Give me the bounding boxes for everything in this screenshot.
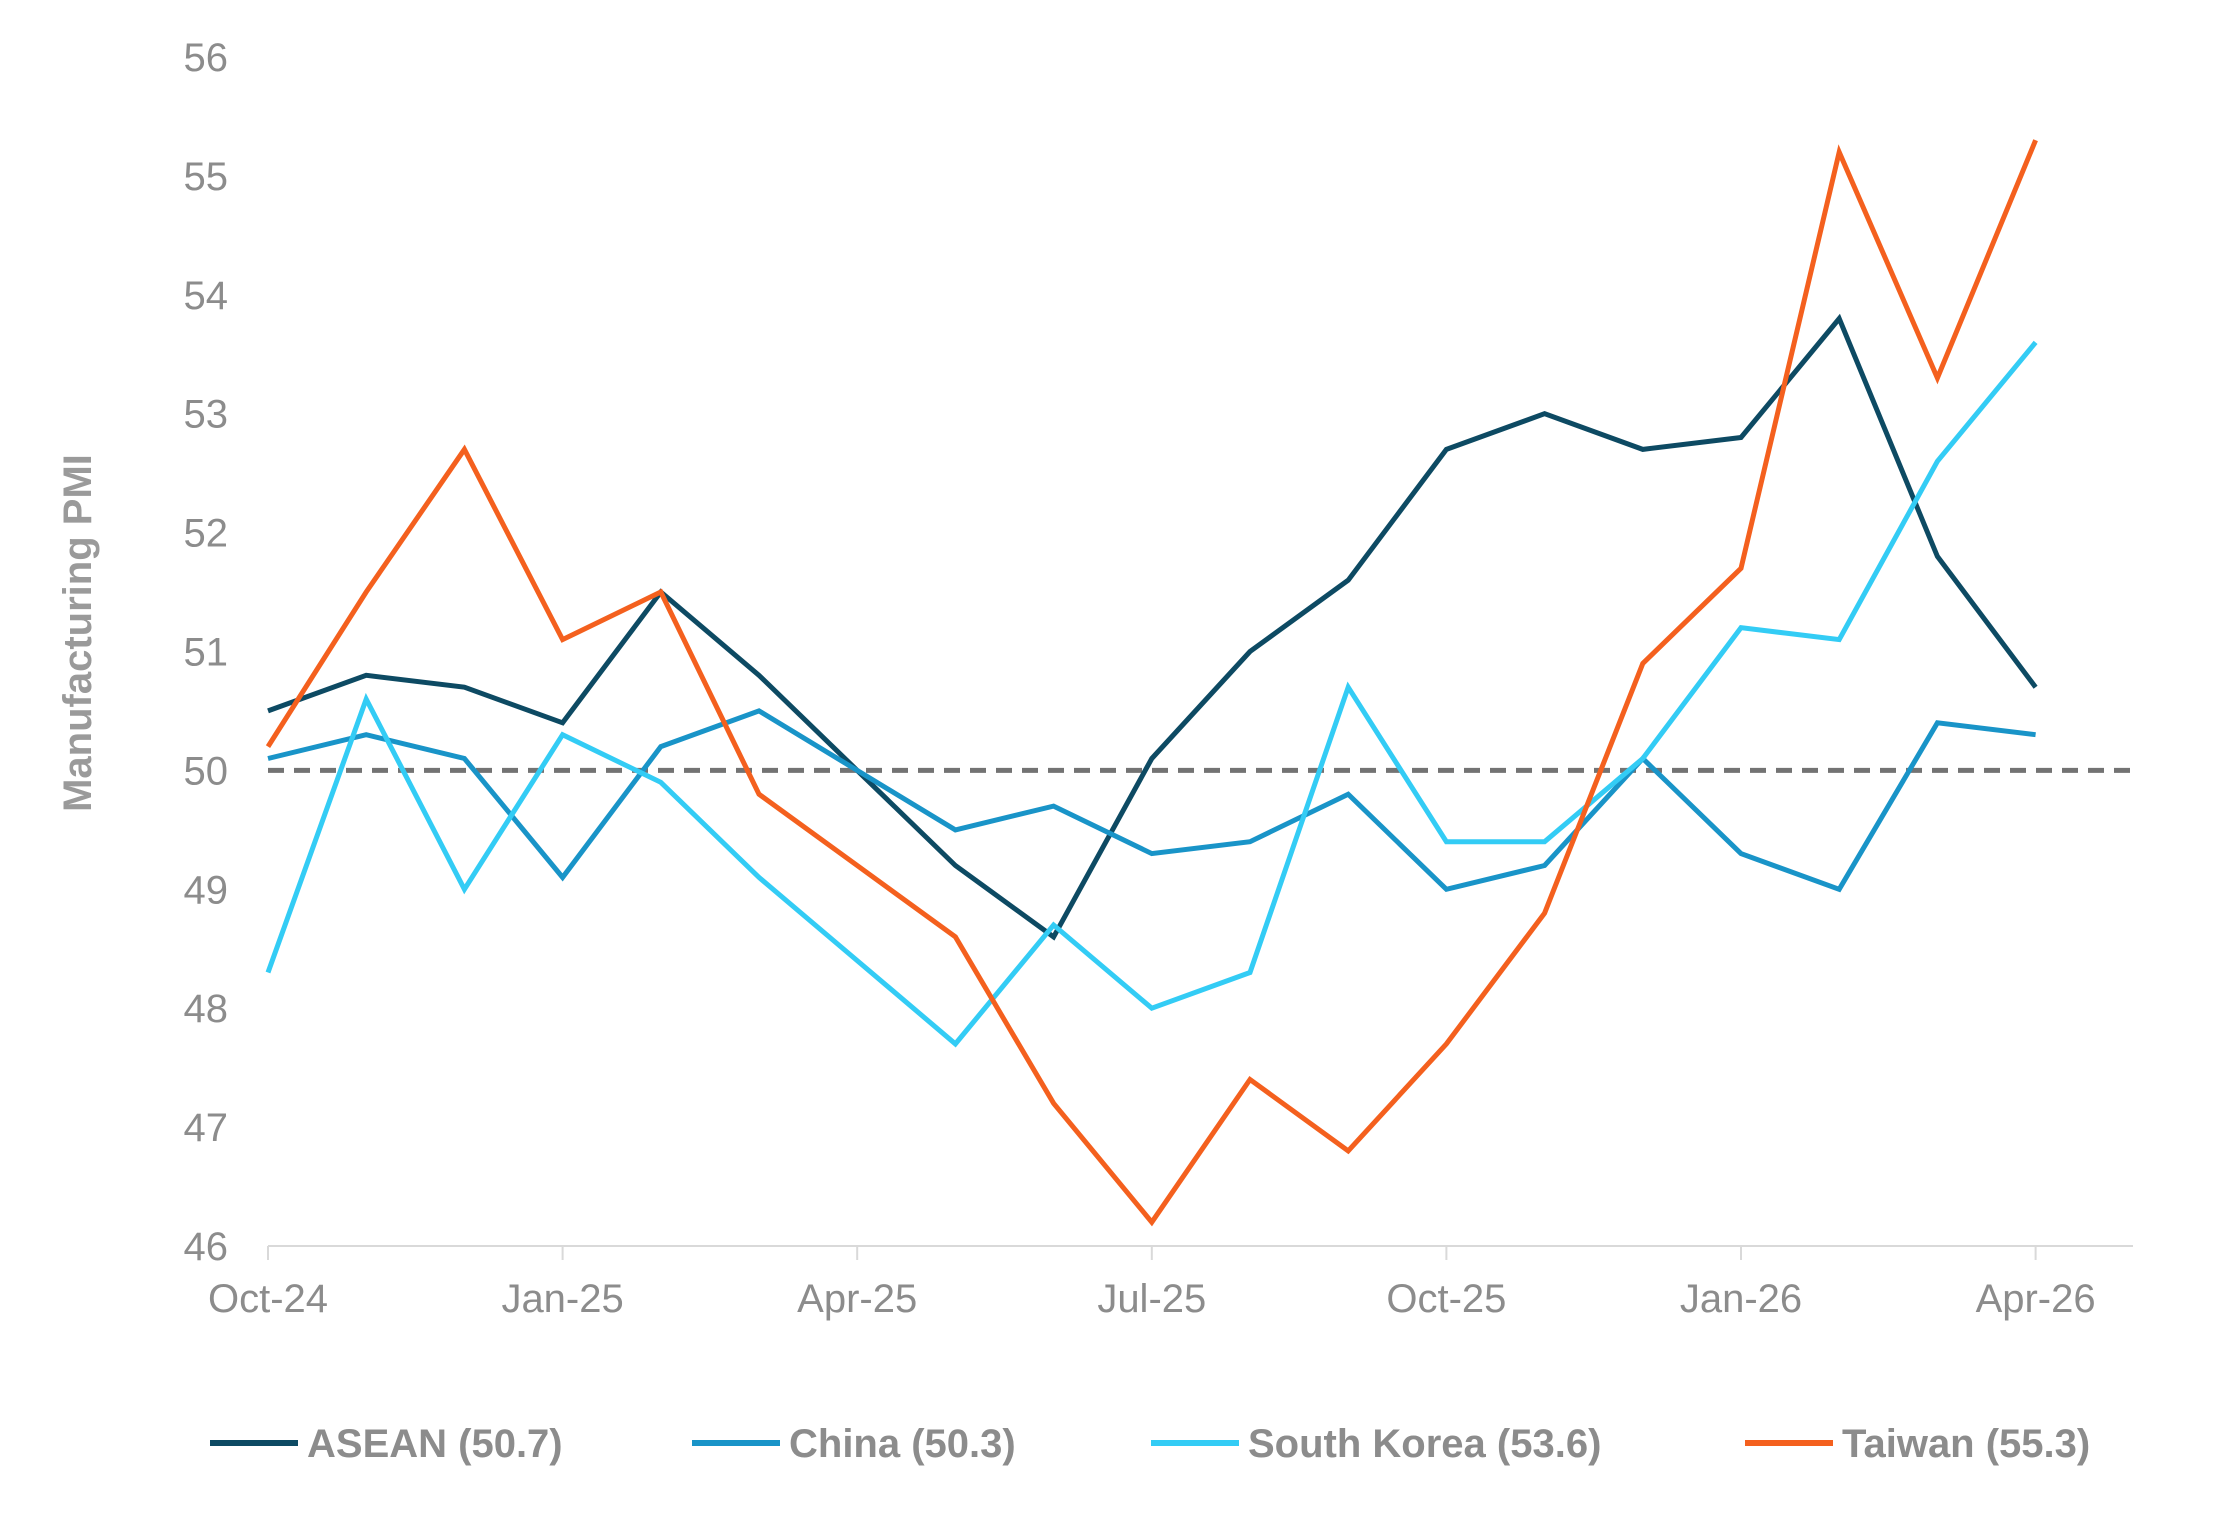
y-tick-label: 54	[184, 274, 229, 318]
series-lines	[265, 139, 2038, 1227]
y-tick-label: 49	[184, 868, 229, 912]
series-line-china	[267, 708, 2036, 893]
y-tick-label: 52	[184, 512, 229, 556]
y-axis-ticks: 46 47 48 49 50 51 52 53 54 55 56	[184, 36, 229, 1269]
x-tick-label: Jan-25	[501, 1277, 623, 1321]
x-tick-label: Apr-26	[1976, 1277, 2096, 1321]
y-tick-label: 51	[184, 631, 229, 675]
x-tick-label: Oct-24	[208, 1277, 328, 1321]
x-tick-label: Jan-26	[1680, 1277, 1802, 1321]
series-line-south-korea	[265, 340, 2038, 1048]
legend-item-china: China (50.3)	[692, 1422, 1016, 1466]
y-tick-label: 56	[184, 36, 229, 80]
x-tick-label: Jul-25	[1097, 1277, 1206, 1321]
legend-item-south-korea: South Korea (53.6)	[1151, 1422, 1601, 1466]
y-tick-label: 46	[184, 1225, 229, 1269]
legend-label: Taiwan (55.3)	[1842, 1422, 2090, 1466]
y-axis-title-group: Manufacturing PMI	[56, 454, 100, 812]
legend-item-taiwan: Taiwan (55.3)	[1745, 1422, 2090, 1466]
series-line-asean	[267, 313, 2038, 941]
y-tick-label: 50	[184, 749, 229, 793]
y-tick-label: 48	[184, 987, 229, 1031]
x-tick-label: Apr-25	[797, 1277, 917, 1321]
y-tick-label: 53	[184, 393, 229, 437]
x-tick-label: Oct-25	[1386, 1277, 1506, 1321]
legend-label: ASEAN (50.7)	[307, 1422, 563, 1466]
legend: ASEAN (50.7) China (50.3) South Korea (53.…	[210, 1422, 2090, 1466]
y-tick-label: 47	[184, 1106, 229, 1150]
legend-label: South Korea (53.6)	[1248, 1422, 1601, 1466]
y-tick-label: 55	[184, 155, 229, 199]
series-line-taiwan	[265, 139, 2038, 1227]
legend-item-asean: ASEAN (50.7)	[210, 1422, 563, 1466]
y-axis-title: Manufacturing PMI	[56, 454, 100, 812]
legend-label: China (50.3)	[789, 1422, 1016, 1466]
x-axis: Oct-24 Jan-25 Apr-25 Jul-25 Oct-25 Jan-26 Apr-…	[208, 1245, 2133, 1321]
